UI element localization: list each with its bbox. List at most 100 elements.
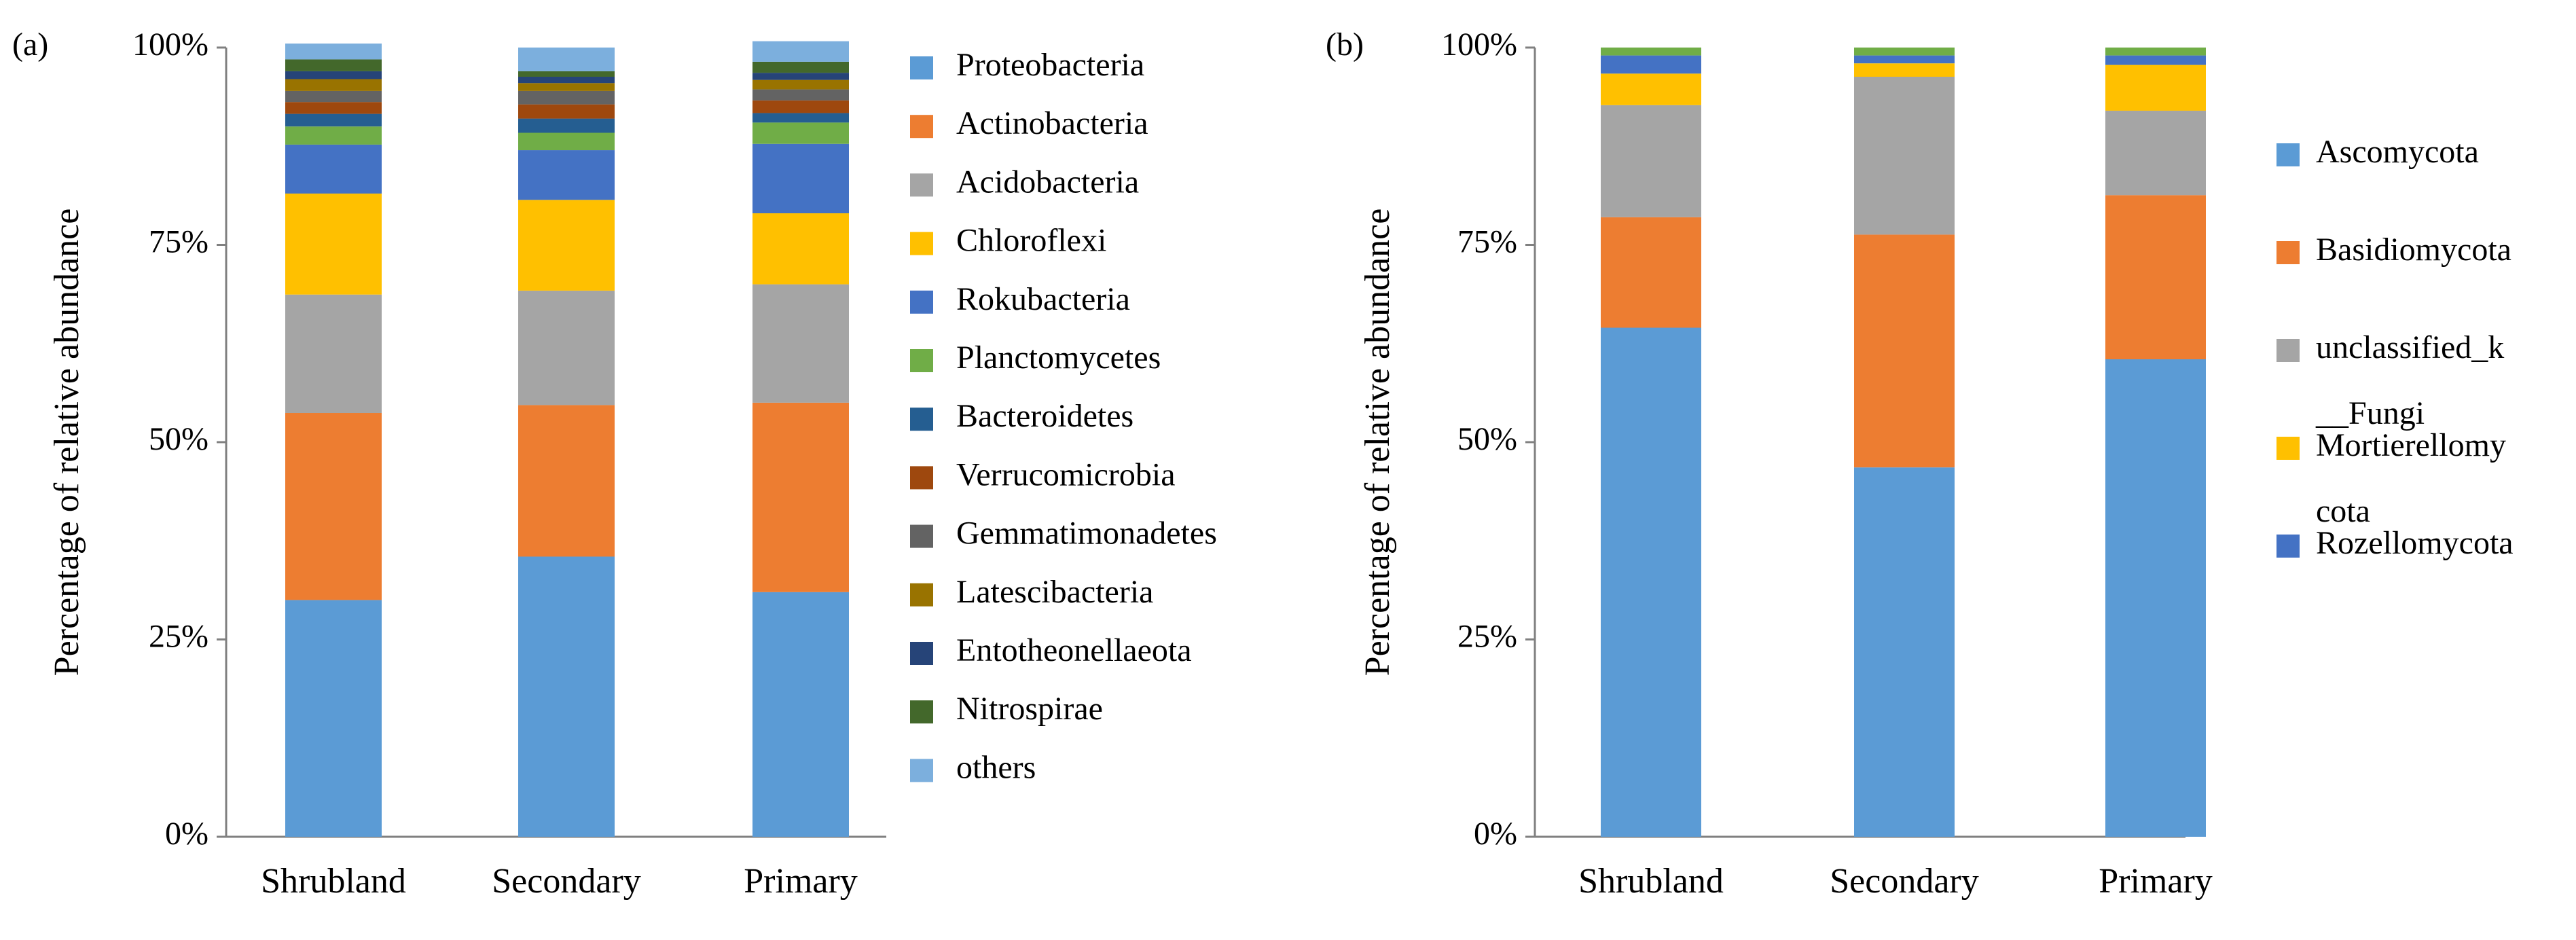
panel-a-legend-label: Verrucomicrobia [956, 456, 1176, 492]
panel-b-bar-segment [2105, 110, 2206, 196]
panel-a-bar-segment [752, 213, 849, 285]
panel-b-legend-label: unclassified_k [2316, 329, 2504, 365]
panel-a-x-tick-label: Primary [744, 862, 858, 901]
panel-a-bar-segment [752, 122, 849, 144]
panel-a-y-tick-label: 100% [132, 26, 208, 62]
panel-a-bar-segment [285, 90, 382, 103]
panel-b-bar-segment [2105, 55, 2206, 65]
panel-a-legend-label: Proteobacteria [956, 47, 1144, 83]
panel-b-bar-segment [1854, 234, 1955, 468]
panel-b-legend-label: Ascomycota [2316, 134, 2479, 170]
panel-a-legend-swatch [910, 759, 933, 782]
panel-a-bar-segment [285, 294, 382, 414]
panel-a-legend-label: Planctomycetes [956, 340, 1161, 376]
panel-b-bar-segment [1854, 63, 1955, 77]
panel-a-legend-label: Actinobacteria [956, 105, 1148, 141]
panel-b: (b) Percentage of relative abundance 0% 25%… [1326, 26, 2514, 901]
panel-a-bar-segment [518, 118, 615, 133]
panel-b-bar-segment [2105, 195, 2206, 359]
panel-b-bar-segment [1854, 467, 1955, 837]
panel-a-legend-label: Bacteroidetes [956, 398, 1133, 434]
panel-b-legend-swatch [2276, 241, 2300, 264]
panel-a-bar-segment [285, 126, 382, 145]
panel-a-legend-swatch [910, 642, 933, 665]
panel-a-bar-segment [752, 89, 849, 101]
panel-a-bar-segment [752, 100, 849, 113]
panel-a: (a) Percentage of relative abundance 0% 25%… [12, 26, 1217, 901]
panel-a-legend-label: Entotheonellaeota [956, 632, 1192, 668]
panel-a-y-axis-title: Percentage of relative abundance [48, 209, 86, 676]
panel-b-bar-segment [1854, 55, 1955, 64]
panel-a-bar-segment [285, 79, 382, 91]
panel-b-bar-segment [1601, 217, 1701, 328]
panel-b-legend-label: Rozellomycota [2316, 525, 2514, 561]
panel-b-y-axis-title: Percentage of relative abundance [1358, 209, 1397, 676]
panel-a-bar-segment [285, 113, 382, 127]
panel-a-x-tick-label: Secondary [492, 862, 640, 901]
panel-a-bar-segment [285, 193, 382, 295]
panel-a-legend-swatch [910, 290, 933, 314]
panel-a-bar-segment [518, 556, 615, 837]
panel-a-legend-swatch [910, 408, 933, 431]
panel-a-bar-segment [518, 290, 615, 405]
panel-a-legend-label: Chloroflexi [956, 223, 1106, 259]
panel-b-bar-segment [1601, 327, 1701, 837]
panel-a-bar-segment [518, 150, 615, 200]
panel-a-label: (a) [12, 26, 48, 62]
panel-a-legend-label: Nitrospirae [956, 691, 1103, 727]
panel-a-bar-segment [518, 405, 615, 557]
panel-a-bar-segment [518, 71, 615, 77]
panel-a-bar-segment [518, 48, 615, 71]
panel-b-y-tick-label: 0% [1474, 816, 1517, 852]
panel-a-legend-swatch [910, 466, 933, 490]
panel-b-x-tick-label: Primary [2099, 862, 2213, 901]
panel-a-legend-swatch [910, 583, 933, 607]
panel-b-legend-swatch [2276, 339, 2300, 362]
panel-a-y-tick-label: 75% [149, 224, 208, 260]
panel-a-bar-segment [285, 71, 382, 79]
panel-b-bar-segment [1601, 105, 1701, 217]
panel-a-bar-segment [752, 61, 849, 73]
panel-a-bar-segment [752, 402, 849, 592]
panel-a-bar-segment [285, 144, 382, 194]
panel-a-legend-label: others [956, 749, 1036, 785]
panel-a-legend-label: Acidobacteria [956, 164, 1139, 200]
panel-a-bar-segment [518, 104, 615, 119]
panel-b-bar-segment [2105, 65, 2206, 111]
panel-b-x-tick-label: Shrubland [1578, 862, 1724, 901]
panel-a-bar-segment [285, 59, 382, 71]
panel-b-y-tick-label: 25% [1457, 619, 1517, 655]
panel-a-x-tick-label: Shrubland [261, 862, 406, 901]
panel-b-y-tick-label: 50% [1457, 421, 1517, 457]
panel-b-bar-segment [1601, 73, 1701, 105]
panel-a-legend-swatch [910, 173, 933, 197]
panel-b-bar-segment [1854, 76, 1955, 235]
panel-b-y-tick-label: 75% [1457, 224, 1517, 260]
panel-a-legend-label: Rokubacteria [956, 281, 1130, 317]
panel-a-legend-swatch [910, 115, 933, 139]
panel-a-bar-segment [752, 41, 849, 62]
panel-a-legend-swatch [910, 56, 933, 79]
panel-b-bar-segment [1601, 55, 1701, 74]
panel-b-label: (b) [1326, 26, 1364, 62]
panel-a-bar-segment [752, 284, 849, 403]
panel-a-bar-segment [285, 43, 382, 60]
panel-a-y-tick-label: 50% [149, 421, 208, 457]
panel-a-bar-segment [752, 79, 849, 90]
panel-a-bar-segment [518, 83, 615, 91]
panel-b-bar-segment [2105, 359, 2206, 837]
panel-b-legend-swatch [2276, 535, 2300, 558]
panel-a-y-tick-label: 0% [165, 816, 208, 852]
panel-a-bar-segment [518, 200, 615, 291]
panel-a-legend-label: Gemmatimonadetes [956, 516, 1217, 552]
panel-a-legend-swatch [910, 349, 933, 372]
panel-a-bar-segment [285, 600, 382, 837]
panel-a-bar-segment [285, 102, 382, 114]
panel-b-legend-label: cota [2316, 493, 2370, 529]
panel-b-bar-segment [1854, 48, 1955, 56]
panel-a-y-tick-label: 25% [149, 619, 208, 655]
panel-a-bar-segment [752, 143, 849, 214]
panel-a-bar-segment [518, 76, 615, 84]
